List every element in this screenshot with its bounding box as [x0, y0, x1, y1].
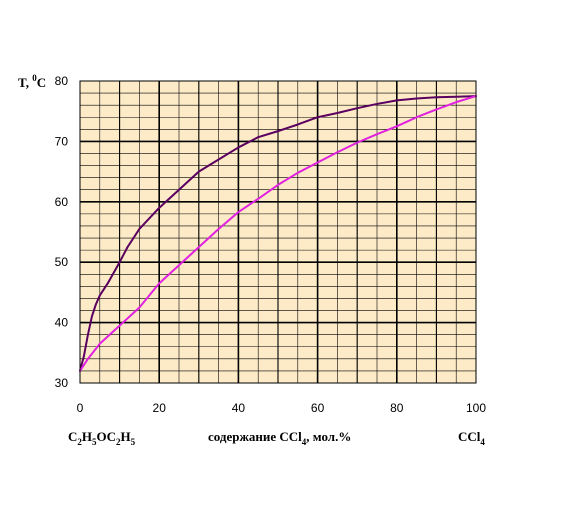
y-tick-label: 60	[55, 195, 69, 209]
y-tick-labels: 30 40 50 60 70 80	[55, 74, 69, 390]
y-axis-label: T, 0C	[18, 73, 46, 90]
x-tick-label: 0	[77, 401, 84, 415]
series-line-2	[79, 95, 477, 372]
x-tick-label: 100	[466, 401, 486, 415]
x-tick-label: 80	[390, 401, 404, 415]
x-tick-label: 20	[153, 401, 167, 415]
y-tick-label: 40	[55, 316, 69, 330]
y-tick-label: 70	[55, 134, 69, 148]
series-line-1	[79, 95, 477, 372]
grid-major	[80, 81, 476, 383]
x-tick-label: 40	[232, 401, 246, 415]
x-axis-label: содержание CCl4, мол.%	[208, 429, 351, 447]
x-tick-label: 60	[311, 401, 325, 415]
x-tick-labels: 0 20 40 60 80 100	[77, 401, 487, 415]
right-component-label: CCl4	[458, 429, 485, 447]
y-tick-label: 80	[55, 74, 69, 88]
left-component-label: C2H5OC2H5	[68, 429, 136, 447]
y-tick-label: 30	[55, 376, 69, 390]
plot-frame	[79, 80, 477, 384]
y-tick-label: 50	[55, 255, 69, 269]
series-layer	[79, 95, 477, 372]
